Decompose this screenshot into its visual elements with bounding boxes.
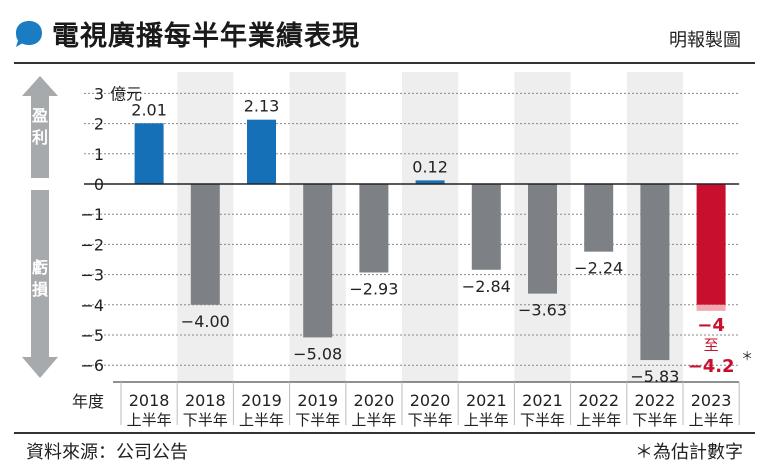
x-tick-year: 2023 [691, 391, 732, 410]
data-label: −2.93 [349, 279, 398, 298]
x-tick-half: 下半年 [295, 411, 340, 429]
y-tick-label: 1 [94, 145, 104, 164]
source-note: 資料來源：公司公告 [26, 442, 188, 463]
speech-bubble-icon [16, 21, 42, 47]
x-tick-year: 2021 [466, 391, 507, 410]
y-tick-label: −4 [80, 296, 104, 315]
x-tick-half: 上半年 [689, 411, 734, 429]
x-tick-year: 2020 [354, 391, 395, 410]
x-tick-year: 2019 [241, 391, 282, 410]
x-tick-half: 下半年 [408, 411, 453, 429]
x-tick-half: 上半年 [576, 411, 621, 429]
top-rule [14, 62, 755, 64]
data-label: −2.24 [574, 259, 623, 278]
profit-arrow [22, 76, 58, 178]
data-label: 2.01 [131, 100, 167, 119]
x-tick-year: 2022 [635, 391, 676, 410]
data-label: −2.84 [462, 277, 511, 296]
estimate-label-mid: 至 [704, 336, 719, 354]
x-tick-year: 2022 [578, 391, 619, 410]
x-tick-year: 2019 [297, 391, 338, 410]
bottom-rule [14, 432, 755, 434]
bar [359, 184, 389, 273]
chart-credit: 明報製圖 [669, 30, 741, 51]
x-tick-half: 上半年 [127, 411, 172, 429]
bar [247, 119, 276, 184]
x-tick-half: 上半年 [351, 411, 396, 429]
x-tick-half: 上半年 [464, 411, 509, 429]
bar [134, 123, 164, 184]
header: 電視廣播每半年業績表現 明報製圖 [0, 0, 767, 62]
y-unit-label: 億元 [110, 84, 142, 103]
bar [190, 184, 220, 305]
estimate-marker: ＊ [741, 349, 753, 363]
estimate-note: ＊為估計數字 [635, 442, 743, 463]
estimate-label-high: −4.2 [688, 356, 735, 377]
bar [584, 184, 614, 252]
x-axis-label: 年度 [72, 392, 104, 411]
y-tick-label: −3 [80, 266, 104, 285]
x-tick-year: 2020 [410, 391, 451, 410]
y-tick-label: 3 [94, 84, 104, 103]
x-tick-year: 2021 [522, 391, 563, 410]
loss-arrow [22, 190, 58, 378]
profit-label-char: 利 [32, 128, 48, 147]
x-tick-half: 下半年 [183, 411, 228, 429]
estimate-label-low: −4 [697, 315, 725, 336]
data-label: −4.00 [181, 312, 230, 331]
y-tick-label: 2 [94, 115, 104, 134]
profit-label-char: 盈 [31, 106, 48, 125]
y-tick-label: −6 [80, 356, 104, 375]
bar [528, 184, 557, 294]
x-tick-half: 下半年 [632, 411, 677, 429]
data-label: −5.83 [630, 367, 679, 386]
data-label: 0.12 [412, 157, 448, 176]
y-tick-label: −5 [80, 326, 104, 345]
x-tick-half: 下半年 [520, 411, 565, 429]
estimate-range-bar [696, 304, 726, 311]
data-label: 2.13 [244, 97, 280, 116]
chart-title: 電視廣播每半年業績表現 [52, 21, 360, 52]
loss-label-char: 損 [32, 280, 49, 299]
y-tick-label: −2 [80, 235, 104, 254]
x-tick-year: 2018 [185, 391, 226, 410]
bar [696, 184, 726, 305]
bar [415, 180, 445, 184]
x-tick-year: 2018 [129, 391, 170, 410]
x-tick-half: 上半年 [239, 411, 284, 429]
y-tick-label: −1 [80, 205, 104, 224]
data-label: −3.63 [518, 301, 567, 320]
bar [471, 184, 501, 270]
data-label: −5.08 [293, 344, 342, 363]
bar [303, 184, 333, 338]
loss-label-char: 虧 [32, 258, 48, 277]
bar [640, 184, 670, 361]
